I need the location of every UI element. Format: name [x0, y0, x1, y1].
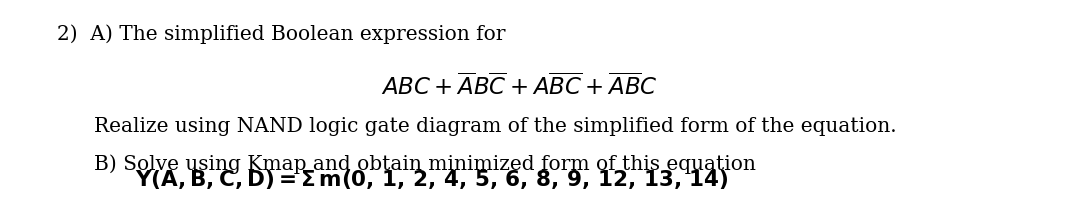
Text: Realize using NAND logic gate diagram of the simplified form of the equation.: Realize using NAND logic gate diagram of…: [94, 117, 896, 136]
Text: $\mathbf{\it{ABC + \overline{A}B\overline{C} + A\overline{B}\overline{C} + \over: $\mathbf{\it{ABC + \overline{A}B\overlin…: [381, 74, 658, 100]
Text: B) Solve using Kmap and obtain minimized form of this equation: B) Solve using Kmap and obtain minimized…: [94, 155, 755, 174]
Text: 2)  A) The simplified Boolean expression for: 2) A) The simplified Boolean expression …: [57, 24, 505, 44]
Text: $\mathbf{Y(A,B,C,D){=}{\Sigma}\, m(0,\, 1,\, 2,\, 4,\, 5,\, 6,\, 8,\, 9,\, 12,\,: $\mathbf{Y(A,B,C,D){=}{\Sigma}\, m(0,\, …: [135, 168, 729, 191]
